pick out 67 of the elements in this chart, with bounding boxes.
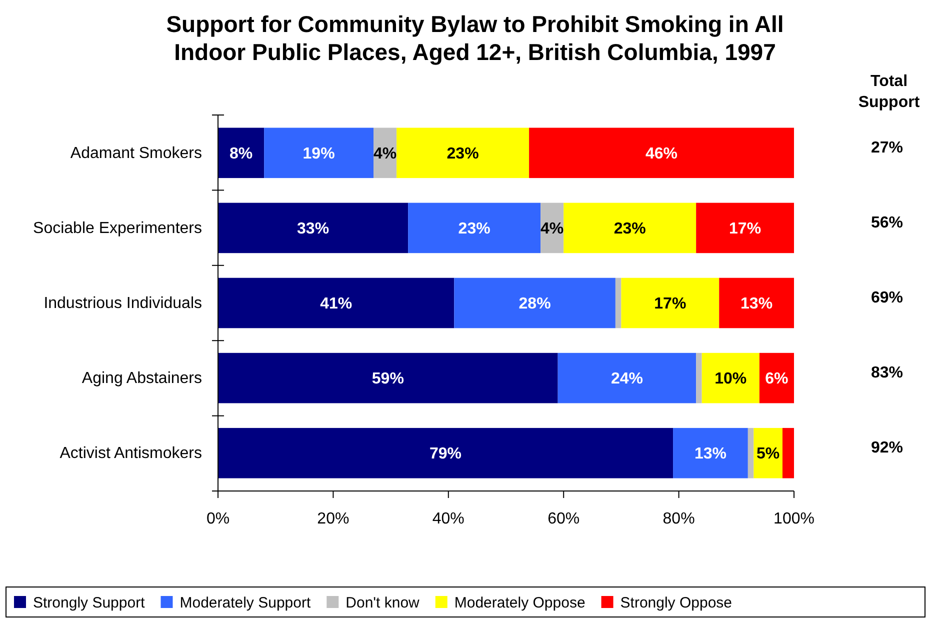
bar bbox=[759, 352, 794, 404]
data-label: 23% bbox=[446, 146, 479, 162]
data-label: 5% bbox=[756, 446, 780, 463]
data-label: 17% bbox=[729, 220, 762, 238]
bar bbox=[719, 278, 794, 328]
x-tick-label: 20% bbox=[317, 510, 350, 528]
bar bbox=[673, 428, 748, 478]
bar bbox=[218, 352, 558, 404]
data-label: 41% bbox=[320, 296, 352, 313]
data-label: 19% bbox=[302, 146, 335, 162]
data-label: 6% bbox=[765, 370, 788, 388]
y-tick-label: Industrious Individuals bbox=[44, 295, 202, 312]
chart-title: Support for Community Bylaw to Prohibit Smoking in All Indoor Public Places, Aged 12+, British Columbia, 1997 bbox=[166, 11, 784, 65]
legend-label: Strongly Support bbox=[33, 594, 146, 612]
y-tick-label: Activist Antismokers bbox=[60, 445, 202, 462]
data-label: 17% bbox=[654, 296, 686, 313]
data-label: 4% bbox=[373, 146, 397, 162]
bar bbox=[396, 128, 530, 178]
text: 27% bbox=[870, 140, 904, 156]
bar bbox=[218, 278, 454, 328]
data-label: 4% bbox=[540, 220, 564, 238]
data-label: 28% bbox=[518, 296, 551, 313]
data-label: 8% bbox=[229, 146, 253, 162]
text: 56% bbox=[870, 214, 904, 232]
data-label: 59% bbox=[372, 370, 404, 388]
x-tick-label: 40% bbox=[432, 510, 464, 528]
bar bbox=[218, 428, 674, 478]
bar bbox=[529, 128, 794, 178]
data-label: 13% bbox=[740, 296, 773, 313]
text: 69% bbox=[870, 290, 904, 307]
legend-label: Moderately Oppose bbox=[454, 594, 586, 612]
data-label: 10% bbox=[714, 370, 747, 388]
bar bbox=[696, 352, 702, 404]
bar bbox=[748, 428, 754, 478]
bar bbox=[558, 352, 696, 404]
bar bbox=[615, 278, 622, 328]
bar bbox=[454, 278, 616, 328]
bar bbox=[754, 428, 782, 478]
legend-label: Strongly Oppose bbox=[620, 594, 732, 612]
data-label: 23% bbox=[614, 220, 646, 238]
data-label: 24% bbox=[610, 370, 643, 388]
y-tick-label: Adamant Smokers bbox=[70, 145, 202, 162]
data-label: 46% bbox=[646, 146, 678, 162]
bar bbox=[782, 428, 794, 478]
bar bbox=[218, 128, 264, 178]
x-tick-label: 100% bbox=[774, 510, 814, 528]
x-tick-label: 80% bbox=[662, 510, 695, 528]
x-tick-label: 0% bbox=[206, 510, 230, 528]
bar bbox=[696, 202, 794, 254]
bar bbox=[564, 202, 696, 254]
x-tick-label: 60% bbox=[548, 510, 580, 528]
data-label: 13% bbox=[694, 446, 726, 463]
y-tick-label: Aging Abstainers bbox=[82, 370, 202, 388]
data-label: 23% bbox=[458, 220, 490, 238]
text: Total Support bbox=[858, 73, 920, 111]
y-tick-label: Sociable Experimenters bbox=[33, 220, 202, 238]
legend-label: Moderately Support bbox=[180, 594, 312, 612]
text: 92% bbox=[870, 440, 904, 457]
bar bbox=[408, 202, 541, 254]
bar bbox=[218, 202, 408, 254]
data-label: 33% bbox=[297, 220, 330, 238]
legend-label: Don't know bbox=[346, 594, 420, 612]
text: 83% bbox=[870, 364, 904, 382]
bar bbox=[264, 128, 374, 178]
bar bbox=[621, 278, 720, 328]
data-label: 79% bbox=[430, 446, 462, 463]
bar bbox=[702, 352, 760, 404]
